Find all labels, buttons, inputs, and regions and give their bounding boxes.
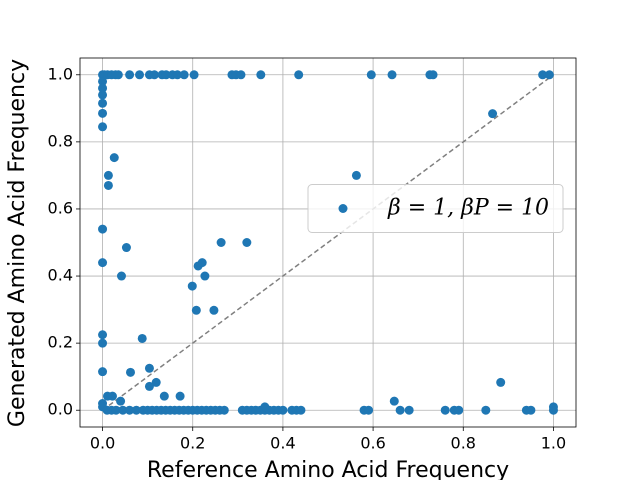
- x-tick-label: 0.2: [180, 434, 205, 453]
- legend-label: β = 1, βP = 10: [387, 196, 549, 221]
- scatter-point: [103, 180, 113, 190]
- legend-marker: [338, 204, 348, 213]
- scatter-point: [107, 391, 117, 401]
- scatter-point: [351, 170, 361, 180]
- y-tick-label: 1.0: [48, 64, 73, 83]
- scatter-point: [135, 70, 145, 80]
- scatter-point: [121, 243, 131, 253]
- scatter-point: [395, 405, 405, 415]
- scatter-point: [161, 70, 171, 80]
- scatter-point: [116, 396, 126, 406]
- scatter-point: [98, 367, 108, 377]
- scatter-point: [98, 224, 108, 234]
- scatter-point: [137, 333, 147, 343]
- scatter-point: [496, 377, 506, 387]
- frame: [79, 57, 577, 428]
- scatter-point: [387, 70, 397, 80]
- scatter-point: [428, 70, 438, 80]
- scatter-point: [144, 363, 154, 373]
- scatter-point: [242, 238, 252, 247]
- scatter-point: [294, 70, 304, 80]
- scatter-point: [191, 305, 201, 315]
- scatter-point: [197, 258, 207, 268]
- scatter-point: [144, 381, 154, 391]
- scatter-point: [256, 70, 266, 80]
- scatter-point: [366, 70, 376, 80]
- scatter-point: [278, 405, 288, 415]
- scatter-point: [98, 108, 108, 118]
- scatter-point: [125, 405, 135, 415]
- scatter-point: [172, 70, 182, 80]
- scatter-point: [219, 405, 229, 415]
- scatter-point: [118, 405, 128, 415]
- scatter-point: [149, 70, 159, 80]
- scatter-point: [109, 153, 119, 163]
- x-tick-label: 0.0: [90, 434, 115, 453]
- scatter-point: [216, 238, 226, 247]
- reference-line: [102, 74, 554, 411]
- scatter-point: [103, 170, 113, 180]
- scatter-point: [159, 391, 169, 401]
- scatter-point: [404, 405, 414, 415]
- y-tick-label: 0.4: [48, 266, 73, 285]
- scatter-point: [488, 109, 498, 119]
- x-axis-label: Reference Amino Acid Frequency: [147, 458, 509, 480]
- scatter-point: [98, 98, 108, 108]
- legend-box: [307, 184, 564, 233]
- scatter-point: [98, 258, 108, 268]
- scatter-point: [111, 405, 121, 415]
- scatter-point: [481, 405, 491, 415]
- scatter-point: [200, 271, 210, 281]
- scatter-point: [209, 305, 219, 315]
- y-tick-label: 0.0: [48, 400, 73, 419]
- scatter-point: [364, 405, 374, 415]
- x-tick-label: 0.4: [270, 434, 295, 453]
- scatter-point: [98, 122, 108, 132]
- scatter-point: [151, 377, 161, 387]
- scatter-point: [98, 76, 108, 86]
- scatter-point: [179, 70, 189, 80]
- scatter-point: [544, 70, 554, 80]
- scatter-point: [189, 70, 199, 80]
- scatter-point: [175, 391, 185, 401]
- scatter-point: [538, 70, 548, 80]
- y-tick-label: 0.8: [48, 131, 73, 150]
- scatter-point: [440, 405, 450, 415]
- scatter-point: [454, 405, 464, 415]
- scatter-point: [98, 90, 108, 100]
- scatter-point: [131, 405, 141, 415]
- scatter-point: [98, 83, 108, 93]
- scatter-point: [126, 367, 136, 377]
- scatter-point: [260, 402, 270, 412]
- scatter-point: [389, 396, 399, 406]
- x-tick-label: 0.8: [451, 434, 476, 453]
- scatter-point: [125, 70, 135, 80]
- scatter-point: [187, 281, 197, 291]
- scatter-point: [98, 338, 108, 348]
- y-axis-label: Generated Amino Acid Frequency: [5, 59, 30, 427]
- scatter-point: [296, 405, 306, 415]
- scatter-point: [526, 405, 536, 415]
- scatter-point: [116, 271, 126, 281]
- scatter-point: [236, 70, 246, 80]
- scatter-point: [98, 330, 108, 340]
- scatter-point: [548, 402, 558, 412]
- y-tick-label: 0.2: [48, 333, 73, 352]
- x-tick-label: 1.0: [541, 434, 566, 453]
- y-tick-label: 0.6: [48, 198, 73, 217]
- x-tick-label: 0.6: [360, 434, 385, 453]
- scatter-point: [113, 70, 123, 80]
